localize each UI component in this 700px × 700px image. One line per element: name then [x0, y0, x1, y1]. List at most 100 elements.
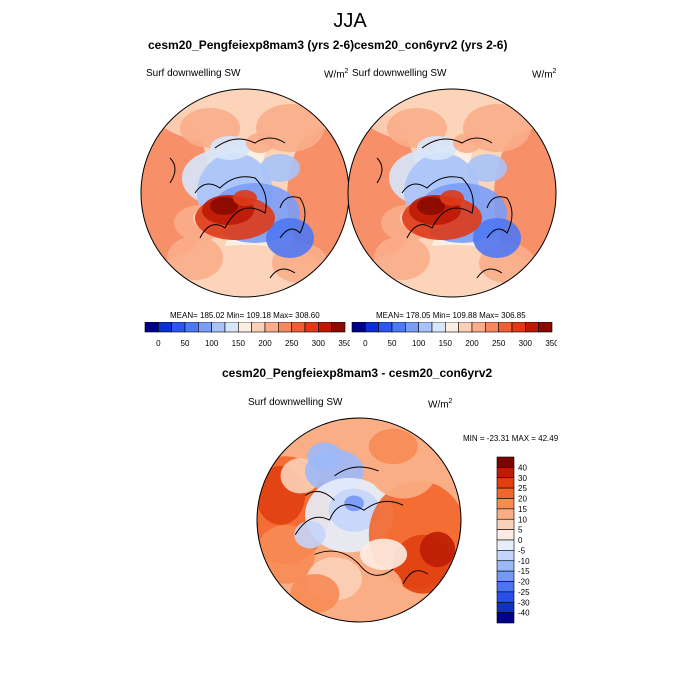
right-map-border — [347, 88, 557, 298]
right-colorbar-box — [471, 322, 486, 333]
right-colorbar-box — [418, 322, 433, 333]
left-region — [246, 133, 274, 153]
left-colorbar-tick: 150 — [232, 339, 246, 348]
diff-region — [359, 538, 408, 571]
left-colorbar: 0 50 100 150 200 250 300 350 — [144, 322, 350, 348]
diff-colorbar-box — [496, 560, 515, 572]
left-region — [167, 236, 223, 280]
diff-coastline — [402, 570, 428, 584]
right-region — [467, 154, 507, 182]
left-variable-label: Surf downwelling SW — [146, 68, 241, 79]
right-region — [417, 197, 445, 215]
right-variable-label: Surf downwelling SW — [352, 68, 447, 79]
diff-colorbar-box — [496, 601, 515, 613]
right-region — [453, 133, 481, 153]
diff-colorbar-box — [496, 612, 515, 624]
right-colorbar-box — [351, 322, 366, 333]
right-colorbar-box — [391, 322, 406, 333]
left-colorbar-box — [251, 322, 266, 333]
diff-colorbar-tick: 30 — [518, 474, 527, 483]
diff-panel-title: cesm20_Pengfeiexp8mam3 - cesm20_con6yrv2 — [222, 366, 493, 380]
diff-colorbar-box — [496, 467, 515, 479]
diff-colorbar-tick: -15 — [518, 567, 530, 576]
diff-region — [419, 531, 456, 568]
diff-colorbar-tick: 25 — [518, 484, 527, 493]
diff-colorbar-tick: 20 — [518, 495, 527, 504]
left-region — [210, 197, 238, 215]
diff-stats: MIN = -23.31 MAX = 42.49 — [463, 434, 559, 443]
diff-region — [307, 442, 343, 470]
left-coastline — [194, 176, 267, 239]
right-colorbar-tick: 0 — [363, 339, 368, 348]
right-coastline — [376, 157, 383, 184]
diff-colorbar-box — [496, 456, 515, 468]
diff-variable-label: Surf downwelling SW — [248, 397, 343, 408]
right-coastline — [476, 268, 503, 279]
left-colorbar-box — [291, 322, 306, 333]
right-coastline — [421, 137, 493, 149]
right-colorbar-box — [525, 322, 539, 333]
right-colorbar-box — [365, 322, 379, 333]
left-colorbar-box — [238, 322, 252, 333]
left-panel-title: cesm20_Pengfeiexp8mam3 (yrs 2-6) — [148, 38, 355, 52]
left-coastline — [279, 196, 306, 239]
right-field — [348, 89, 556, 297]
right-colorbar-box — [458, 322, 473, 333]
left-colorbar-box — [184, 322, 199, 333]
diff-colorbar-tick: -25 — [518, 588, 530, 597]
figure-title: JJA — [333, 10, 367, 32]
right-coastline — [486, 196, 513, 239]
left-coastline — [169, 157, 176, 184]
diff-map-border — [256, 417, 462, 623]
diff-colorbar-tick: 40 — [518, 463, 527, 472]
diff-colorbar-box — [496, 518, 515, 530]
right-colorbar-tick: 250 — [492, 339, 506, 348]
diff-region — [368, 428, 418, 465]
left-colorbar-tick: 350 — [338, 339, 350, 348]
left-colorbar-tick: 300 — [312, 339, 326, 348]
right-colorbar-tick: 200 — [465, 339, 479, 348]
left-coastline — [269, 268, 296, 279]
diff-colorbar-box — [496, 487, 515, 499]
diff-coastline — [334, 466, 379, 477]
left-colorbar-tick: 200 — [258, 339, 272, 348]
right-colorbar-tick: 150 — [439, 339, 453, 348]
diff-colorbar-box — [496, 539, 515, 551]
diff-colorbar-tick: 15 — [518, 505, 527, 514]
left-colorbar-box — [224, 322, 239, 333]
left-colorbar-box — [331, 322, 346, 333]
left-colorbar-box — [198, 322, 212, 333]
left-colorbar-box — [211, 322, 226, 333]
diff-colorbar-box — [496, 477, 515, 489]
diff-colorbar-tick: 10 — [518, 515, 527, 524]
diff-region — [290, 573, 340, 614]
diff-colorbar-tick: -40 — [518, 609, 530, 618]
left-units-label: W/m2 — [324, 68, 349, 81]
left-colorbar-tick: 100 — [205, 339, 219, 348]
left-colorbar-box — [158, 322, 172, 333]
diff-polar-map — [256, 417, 462, 623]
left-region — [233, 190, 257, 206]
right-units-label: W/m2 — [532, 68, 557, 81]
diff-colorbar-box — [496, 550, 515, 562]
left-colorbar-tick: 50 — [181, 339, 190, 348]
right-colorbar-tick: 350 — [545, 339, 557, 348]
diff-coastline — [294, 500, 404, 535]
diff-colorbar-box — [496, 591, 515, 603]
diff-coastline — [314, 550, 394, 576]
diff-colorbar-box — [496, 581, 515, 593]
right-colorbar: 0 50 100 150 200 250 300 350 — [351, 322, 557, 348]
diff-colorbar-tick: 0 — [518, 536, 523, 545]
left-colorbar-box — [278, 322, 292, 333]
right-colorbar-tick: 50 — [388, 339, 397, 348]
left-colorbar-box — [144, 322, 159, 333]
left-polar-map — [140, 88, 350, 298]
right-colorbar-box — [485, 322, 499, 333]
diff-colorbar-box — [496, 529, 515, 541]
right-polar-map — [347, 88, 557, 298]
right-coastline — [401, 176, 474, 239]
right-colorbar-box — [511, 322, 526, 333]
right-region — [440, 190, 464, 206]
left-colorbar-tick: 250 — [285, 339, 299, 348]
